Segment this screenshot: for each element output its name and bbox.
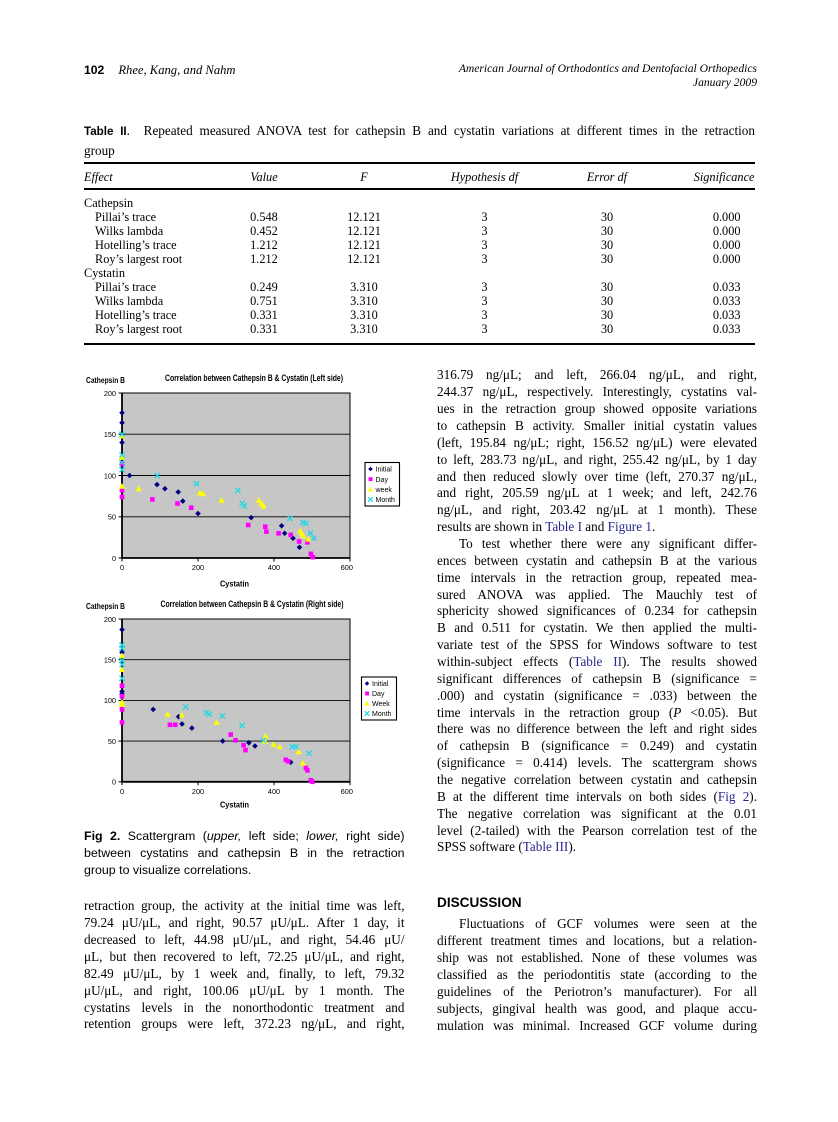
svg-text:Week: Week	[372, 701, 390, 708]
svg-text:100: 100	[104, 696, 116, 705]
svg-text:50: 50	[108, 737, 116, 746]
svg-text:200: 200	[104, 615, 116, 624]
svg-text:Correlation between Cathepsin: Correlation between Cathepsin B & Cystat…	[161, 599, 344, 609]
svg-text:200: 200	[192, 787, 204, 796]
svg-text:200: 200	[192, 563, 204, 572]
svg-text:Cathepsin B: Cathepsin B	[86, 376, 125, 385]
svg-text:400: 400	[268, 563, 280, 572]
svg-text:50: 50	[108, 513, 116, 522]
svg-text:Correlation between Cathepsin: Correlation between Cathepsin B & Cystat…	[165, 373, 343, 383]
svg-text:0: 0	[120, 787, 124, 796]
svg-text:600: 600	[341, 563, 353, 572]
svg-text:Initial: Initial	[372, 681, 389, 688]
svg-text:0: 0	[112, 554, 116, 563]
svg-text:Cathepsin B: Cathepsin B	[86, 602, 125, 611]
svg-text:Cystatin: Cystatin	[220, 801, 249, 810]
svg-text:600: 600	[341, 787, 353, 796]
svg-text:Month: Month	[376, 497, 396, 504]
svg-text:Month: Month	[372, 711, 392, 718]
svg-text:Initial: Initial	[376, 467, 393, 474]
svg-text:week: week	[375, 487, 393, 494]
svg-text:Cystatin: Cystatin	[220, 580, 249, 589]
svg-text:0: 0	[120, 563, 124, 572]
svg-text:0: 0	[112, 778, 116, 787]
svg-text:400: 400	[268, 787, 280, 796]
svg-text:Day: Day	[372, 691, 385, 698]
svg-text:Day: Day	[376, 477, 389, 484]
svg-text:150: 150	[104, 656, 116, 665]
svg-text:150: 150	[104, 430, 116, 439]
svg-text:200: 200	[104, 389, 116, 398]
svg-text:100: 100	[104, 471, 116, 480]
